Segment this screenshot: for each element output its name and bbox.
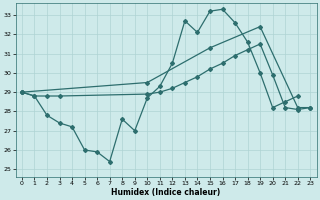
X-axis label: Humidex (Indice chaleur): Humidex (Indice chaleur)	[111, 188, 221, 197]
